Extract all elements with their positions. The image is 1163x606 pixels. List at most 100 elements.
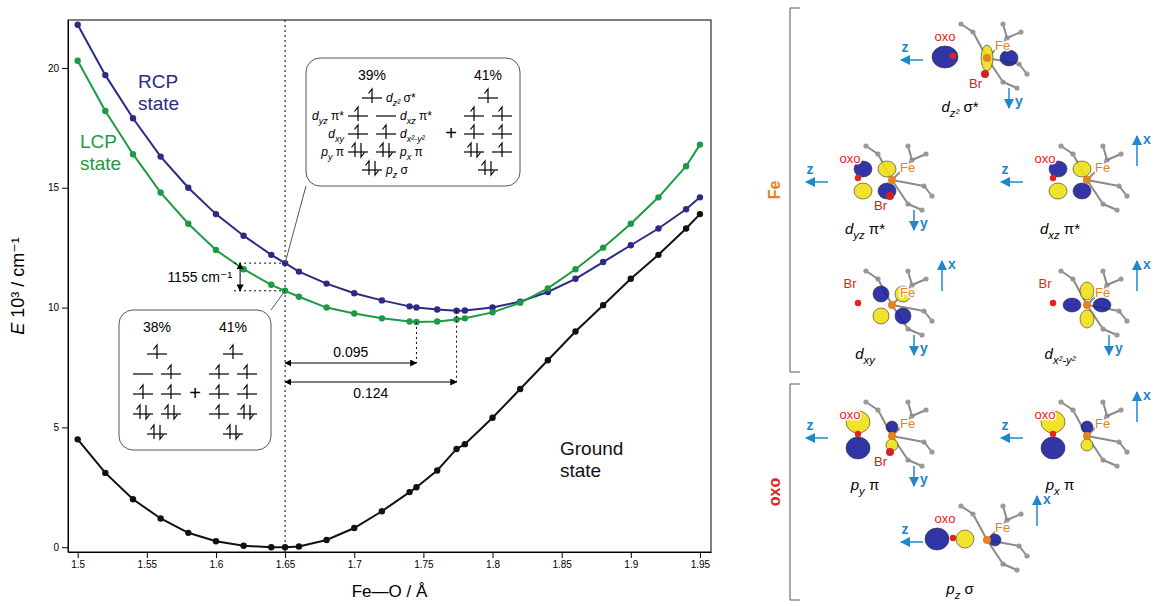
atom-label: Fe (900, 160, 915, 175)
electron (250, 405, 254, 419)
electron (477, 143, 481, 157)
inset-box (119, 310, 271, 450)
orbital-label: dyz π* (312, 109, 344, 126)
series-point (296, 543, 302, 549)
x-tick: 1.95 (691, 552, 711, 570)
orbital-label-rest: π* (865, 220, 886, 237)
electron (230, 345, 234, 359)
orbital-group: FezyoxoFeBrdz² σ*zyoxoFeBrdyz π*zxoxoFed… (766, 8, 1151, 372)
electron (160, 425, 164, 439)
orbital-label-rest: π* (328, 109, 345, 123)
ligand-atom (1000, 503, 1005, 508)
x-axis-title: Fe—O / Å (352, 582, 428, 601)
x-tick-mark (700, 552, 701, 558)
atom-label: oxo (840, 407, 861, 422)
orbital-level (147, 425, 167, 439)
axis-arrow (913, 466, 915, 486)
ligand-atom (1058, 143, 1063, 148)
ligand-atom (1114, 207, 1119, 212)
series-point (74, 22, 80, 28)
series-point (600, 302, 606, 308)
orbital-lobe (1080, 310, 1094, 328)
x-tick-mark (562, 552, 563, 558)
inset-connector (285, 186, 306, 263)
series-label-line: RCP (138, 71, 178, 92)
ligand-atom (1018, 29, 1023, 34)
x-tick-label: 1.75 (414, 559, 434, 570)
series-point (628, 276, 634, 282)
orbital-label-rest: π (332, 145, 344, 159)
series-point (213, 247, 219, 253)
reference-line (285, 20, 286, 552)
atom-label: Fe (900, 416, 915, 431)
electron (499, 143, 503, 157)
ligand-atom (1024, 553, 1029, 558)
ligand-atom (929, 193, 934, 198)
y-tick-label: 0 (53, 542, 59, 553)
series-point (517, 300, 523, 306)
series-point (185, 220, 191, 226)
electron (389, 143, 393, 157)
orbital-lobe (1081, 439, 1093, 451)
series-point (683, 163, 689, 169)
y-tick-label: 20 (48, 63, 60, 74)
electron (369, 89, 373, 103)
x-tick: 1.9 (624, 552, 638, 570)
orbital-label-base: p (850, 476, 859, 493)
atom-label: Br (1039, 276, 1053, 291)
y-tick-label: 5 (53, 422, 59, 433)
y-axis-title: E 10³ / cm⁻¹ (8, 237, 28, 335)
electron (499, 107, 503, 121)
orbital-label: dxz π* (400, 109, 432, 126)
series-point (282, 544, 288, 550)
series-point (351, 290, 357, 296)
series-point (462, 315, 468, 321)
x-tick: 1.7 (348, 552, 362, 570)
ligand-atom (929, 318, 934, 323)
series-point (453, 307, 459, 313)
series-point (406, 318, 412, 324)
inset: 38%41%+ (119, 291, 285, 450)
axis-letter: x (1143, 387, 1151, 403)
electron (168, 365, 172, 379)
series-point (462, 307, 468, 313)
x-tick: 1.55 (138, 552, 158, 570)
inset-plus: + (189, 382, 201, 404)
electron (499, 125, 503, 139)
y-tick-mark (62, 68, 68, 69)
electron (154, 345, 158, 359)
ligand-atom (1114, 463, 1119, 468)
orbital-label: dxy (328, 127, 344, 144)
orbital-label: py π (320, 145, 344, 162)
series-point (628, 242, 634, 248)
atom (855, 175, 861, 181)
orbital-lobe (1063, 298, 1081, 312)
atom-label: Br (874, 198, 888, 213)
series-point (413, 304, 419, 310)
ligand-atom (863, 268, 868, 273)
series-point (74, 436, 80, 442)
electron (168, 385, 172, 399)
electron (241, 405, 245, 419)
y-tick: 0 (53, 542, 68, 553)
electron (165, 405, 169, 419)
orbital-level (133, 405, 153, 419)
orbital-label: px π (399, 145, 423, 162)
axis-arrow (901, 541, 923, 543)
figure: 1.51.551.61.651.71.751.81.851.91.9505101… (0, 0, 1163, 606)
series-line (78, 61, 700, 322)
orbital-label: dxy (855, 345, 876, 366)
series-point (102, 108, 108, 114)
electron (137, 405, 141, 419)
orbital-level (237, 405, 257, 419)
orbital-label-base: p (945, 580, 954, 597)
orbital-level (464, 107, 484, 121)
orbital-picture: zxoxoFepx π (1001, 387, 1151, 497)
configuration-weight: 41% (474, 67, 502, 83)
minimum-guide (456, 311, 457, 382)
ligand-atom (1058, 399, 1063, 404)
orbital-level (161, 385, 181, 399)
orbital-picture: zyoxoFeBrdz² σ* (901, 21, 1030, 118)
orbital-label: dx²-y² (400, 127, 426, 144)
x-tick-mark (147, 552, 148, 558)
